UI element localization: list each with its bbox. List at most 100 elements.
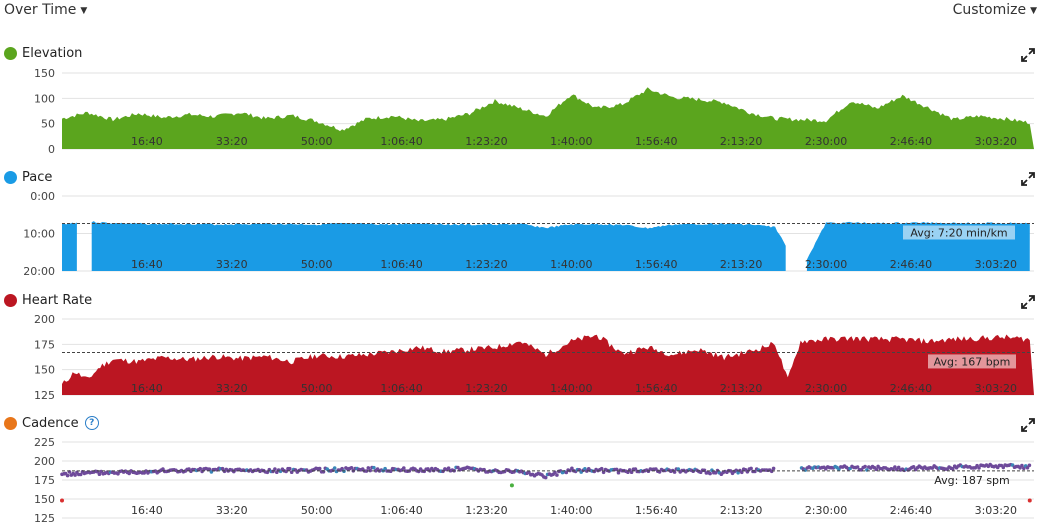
elevation-title: Elevation — [4, 44, 82, 62]
cadence-point — [863, 464, 867, 469]
x-tick-label: 2:46:40 — [890, 382, 932, 395]
x-tick-label: 1:40:00 — [550, 504, 592, 517]
cadence-point — [911, 465, 916, 469]
pace-area — [62, 222, 77, 271]
top-bar: Over Time ▼ Customize ▼ — [0, 0, 1047, 22]
x-tick-label: 3:03:20 — [975, 258, 1017, 271]
x-tick-label: 16:40 — [131, 258, 163, 271]
cadence-point — [366, 466, 371, 470]
cadence-point — [771, 466, 776, 471]
cadence-point — [317, 466, 322, 471]
cadence-chart: 225 200 175 150 125 Avg: 187 spm 16:40 33:20 50:… — [34, 436, 1034, 525]
x-tick-label: 33:20 — [216, 504, 248, 517]
x-tick-label: 1:23:20 — [465, 135, 507, 148]
y-tick-label: 20:00 — [23, 265, 55, 278]
customize-label: Customize — [952, 2, 1027, 18]
cadence-point — [570, 466, 574, 471]
cadence-point — [1020, 463, 1024, 468]
heart-rate-dot-icon — [4, 293, 17, 307]
x-tick-label: 1:06:40 — [380, 135, 422, 148]
average-label: Avg: 7:20 min/km — [910, 226, 1007, 239]
x-tick-label: 1:40:00 — [550, 382, 592, 395]
average-label: Avg: 167 bpm — [934, 355, 1011, 368]
y-tick-label: 150 — [34, 67, 55, 80]
cadence-point — [220, 466, 225, 471]
cadence-point — [728, 469, 733, 473]
expand-icon[interactable] — [1021, 172, 1035, 186]
x-tick-label: 16:40 — [131, 504, 163, 517]
cadence-point — [340, 466, 344, 471]
cadence-point — [527, 470, 531, 475]
cadence-point — [388, 469, 393, 473]
elevation-label: Elevation — [22, 45, 83, 61]
help-icon[interactable]: ? — [84, 416, 99, 430]
cadence-point — [97, 472, 102, 476]
x-tick-label: 2:46:40 — [890, 504, 932, 517]
cadence-point — [288, 466, 292, 471]
cadence-point — [676, 467, 681, 471]
y-tick-label: 150 — [34, 364, 55, 377]
average-label: Avg: 187 spm — [934, 474, 1010, 487]
x-tick-label: 3:03:20 — [975, 382, 1017, 395]
x-tick-label: 50:00 — [301, 135, 333, 148]
cadence-label: Cadence — [22, 415, 79, 431]
cadence-dot-icon — [4, 416, 17, 430]
heart-rate-label: Heart Rate — [22, 292, 93, 308]
y-tick-label: 150 — [34, 493, 55, 506]
x-tick-label: 2:30:00 — [805, 258, 847, 271]
cadence-outlier-point — [60, 498, 64, 503]
cadence-point — [708, 471, 712, 476]
cadence-point — [855, 465, 860, 469]
x-tick-label: 1:23:20 — [465, 258, 507, 271]
y-tick-label: 175 — [34, 338, 55, 351]
cadence-point — [553, 470, 557, 475]
cadence-point — [73, 473, 77, 477]
expand-icon[interactable] — [1021, 418, 1035, 432]
heart-rate-area — [62, 334, 1034, 395]
cadence-point — [368, 468, 373, 473]
cadence-point — [65, 473, 70, 478]
pace-chart: 0:00 10:00 20:00 Avg: 7:20 min/km 16:40 33:20… — [23, 190, 1034, 278]
average-label-box — [903, 225, 1015, 240]
x-tick-label: 1:06:40 — [380, 504, 422, 517]
cadence-point — [273, 467, 277, 471]
y-tick-label: 0 — [48, 143, 55, 156]
x-tick-label: 1:56:40 — [635, 382, 677, 395]
x-tick-label: 2:13:20 — [720, 382, 762, 395]
x-tick-label: 2:30:00 — [805, 382, 847, 395]
x-tick-label: 2:46:40 — [890, 258, 932, 271]
cadence-point — [740, 470, 744, 475]
x-tick-label: 33:20 — [216, 258, 248, 271]
elevation-area — [62, 87, 1034, 149]
cadence-point — [446, 466, 451, 470]
x-tick-label: 33:20 — [216, 382, 248, 395]
customize-dropdown[interactable]: Customize ▼ — [953, 2, 1037, 18]
y-tick-label: 200 — [34, 455, 55, 468]
y-tick-label: 50 — [41, 118, 55, 131]
x-tick-label: 1:23:20 — [465, 382, 507, 395]
cadence-point — [207, 467, 212, 471]
elevation-panel: Elevation 150 100 50 0 16:40 33:20 50:00 1:06:4… — [0, 44, 1047, 156]
view-dropdown[interactable]: Over Time ▼ — [4, 2, 87, 18]
x-tick-label: 2:13:20 — [720, 258, 762, 271]
x-tick-label: 2:46:40 — [890, 135, 932, 148]
view-label: Over Time — [4, 2, 77, 18]
x-tick-label: 2:13:20 — [720, 135, 762, 148]
cadence-outlier-point — [1027, 498, 1032, 503]
cadence-point — [749, 466, 753, 471]
pace-title: Pace — [4, 168, 52, 186]
cadence-point — [977, 466, 981, 470]
expand-icon[interactable] — [1021, 48, 1035, 62]
cadence-point — [837, 467, 841, 472]
y-tick-label: 0:00 — [30, 190, 55, 203]
expand-icon[interactable] — [1021, 295, 1035, 309]
cadence-point — [349, 466, 354, 470]
cadence-point — [599, 466, 604, 471]
cadence-point — [402, 466, 406, 470]
elevation-chart: 150 100 50 0 16:40 33:20 50:00 1:06:40 1:23:20 1:… — [34, 67, 1034, 156]
heart-rate-chart: 200 175 150 125 Avg: 167 bpm 16:40 33:20 50:00 1… — [34, 313, 1034, 402]
y-tick-label: 175 — [34, 474, 55, 487]
cadence-point — [616, 470, 621, 475]
elevation-dot-icon — [4, 46, 17, 60]
x-tick-label: 1:56:40 — [635, 135, 677, 148]
